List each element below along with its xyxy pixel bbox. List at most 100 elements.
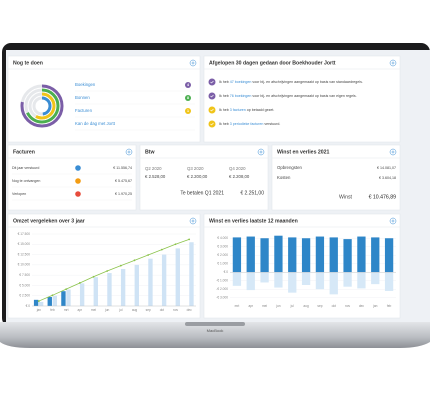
bar	[315, 236, 325, 273]
bar	[232, 237, 242, 273]
bar	[38, 301, 44, 306]
activity-suffix: voor bij- en afschrijvingen aangemaakt o…	[252, 80, 362, 84]
activity-prefix: Ik heb	[219, 108, 229, 112]
x-tick-label: feb	[50, 308, 55, 312]
y-tick-label: € 5.000	[19, 283, 30, 287]
panel-title: Afgelopen 30 dagen gedaan door Boekhoude…	[209, 60, 336, 66]
x-tick-label: mei	[262, 304, 267, 308]
x-tick-label: nov	[345, 304, 351, 308]
invoice-label: Dit jaar verstuurd	[12, 166, 39, 170]
activity-check	[210, 80, 214, 84]
invoice-amount: € 1.970,25	[115, 192, 132, 196]
bar	[371, 272, 380, 285]
activity-link[interactable]: 47 boekingen	[230, 80, 252, 84]
vat-amount: € 2.200,00	[187, 174, 208, 179]
donut-ring	[32, 96, 52, 116]
bar	[301, 238, 311, 273]
device-label: MacBook	[207, 328, 224, 333]
donut-ring	[24, 88, 60, 124]
activity-prefix: Ik heb	[219, 80, 229, 84]
pnl-amount: € 3.604,18	[379, 176, 396, 180]
bar	[288, 237, 297, 273]
bar	[260, 272, 269, 283]
bar	[107, 273, 112, 306]
bar	[52, 295, 57, 306]
panel	[7, 144, 137, 211]
x-tick-label: dec	[359, 304, 365, 308]
y-tick-label: € 0	[224, 270, 229, 274]
invoice-label: Nog te ontvangen	[12, 179, 40, 183]
panel-title: Nog te doen	[13, 60, 43, 66]
panel-title: Winst en verlies 2021	[277, 149, 330, 155]
todo-count: 4	[187, 83, 189, 87]
activity-link[interactable]: 76 boekingen	[230, 94, 252, 98]
x-tick-label: nov	[173, 308, 179, 312]
x-tick-label: mrt	[64, 308, 69, 312]
bar	[274, 235, 283, 273]
bar	[371, 237, 380, 273]
y-tick-label: € 17.500	[18, 232, 31, 236]
todo-link[interactable]: Boekingen	[75, 82, 96, 87]
todo-link[interactable]: Bonnen	[75, 95, 90, 100]
activity-icon	[208, 106, 216, 114]
activity-text: Ik heb 3 facturen op betaald gezet.	[219, 108, 274, 112]
panel-title: Btw	[145, 149, 155, 155]
bar	[232, 272, 242, 286]
activity-link[interactable]: 3 facturen	[230, 108, 246, 112]
y-tick-label: € 2.500	[19, 294, 30, 298]
bar	[384, 272, 394, 291]
bar	[329, 272, 338, 295]
vat-due-label: Te betalen Q1 2021	[180, 190, 224, 196]
todo-link[interactable]: Kan de dag met Jortt	[75, 121, 116, 126]
vat-amount: € 2.528,00	[145, 174, 166, 179]
activity-prefix: Ik heb	[219, 94, 229, 98]
laptop-base	[0, 322, 430, 348]
notch	[185, 322, 245, 326]
x-tick-label: jan	[36, 308, 41, 312]
invoice-amount: € 11.556,74	[113, 166, 132, 170]
y-tick-label: € 0	[26, 304, 31, 308]
expand-icon	[391, 219, 395, 223]
panel-title: Winst en verlies laatste 12 maanden	[209, 218, 298, 224]
activity-check	[210, 122, 214, 126]
pnl-total-label: Winst	[339, 194, 353, 200]
y-tick-label: € 3.000	[217, 245, 228, 249]
activity-suffix: op betaald gezet.	[247, 108, 275, 112]
activity-check	[210, 108, 214, 112]
todo-badge	[185, 108, 191, 114]
bar	[148, 258, 153, 306]
x-tick-label: jul	[290, 304, 294, 308]
y-tick-label: € 15.000	[18, 242, 31, 246]
y-tick-label: € 4.000	[217, 236, 228, 240]
y-tick-label: € 10.000	[18, 263, 31, 267]
activity-icon	[208, 92, 216, 100]
todo-badge	[185, 82, 191, 88]
vat-quarter: Q4 2020	[229, 166, 246, 171]
y-tick-label: € 2.000	[217, 253, 228, 257]
pnl-amount: € 14.081,07	[377, 166, 396, 170]
invoice-badge	[75, 178, 81, 184]
bar	[260, 238, 269, 273]
x-tick-label: sep	[146, 308, 151, 312]
bar	[357, 272, 366, 289]
y-tick-label: € 7.500	[19, 273, 30, 277]
bar	[301, 272, 311, 285]
line	[38, 238, 190, 302]
bar	[175, 248, 180, 306]
activity-link[interactable]: 3 periodieke facturen	[230, 122, 264, 126]
activity-suffix: voor bij- en afschrijvingen aangemaakt o…	[252, 94, 356, 98]
activity-prefix: Ik heb	[219, 122, 229, 126]
panel	[139, 144, 269, 211]
bar	[343, 239, 352, 273]
expand-icon	[127, 150, 131, 154]
vat-quarter: Q3 2020	[187, 166, 204, 171]
todo-link[interactable]: Facturen	[75, 108, 93, 113]
bar	[246, 236, 255, 273]
y-tick-label: -€ 1.000	[216, 279, 228, 283]
bar	[47, 296, 52, 306]
activity-text: Ik heb 76 boekingen voor bij- en afschri…	[219, 94, 357, 98]
todo-count: 8	[187, 96, 189, 100]
bar	[329, 237, 338, 273]
bar	[93, 277, 98, 306]
